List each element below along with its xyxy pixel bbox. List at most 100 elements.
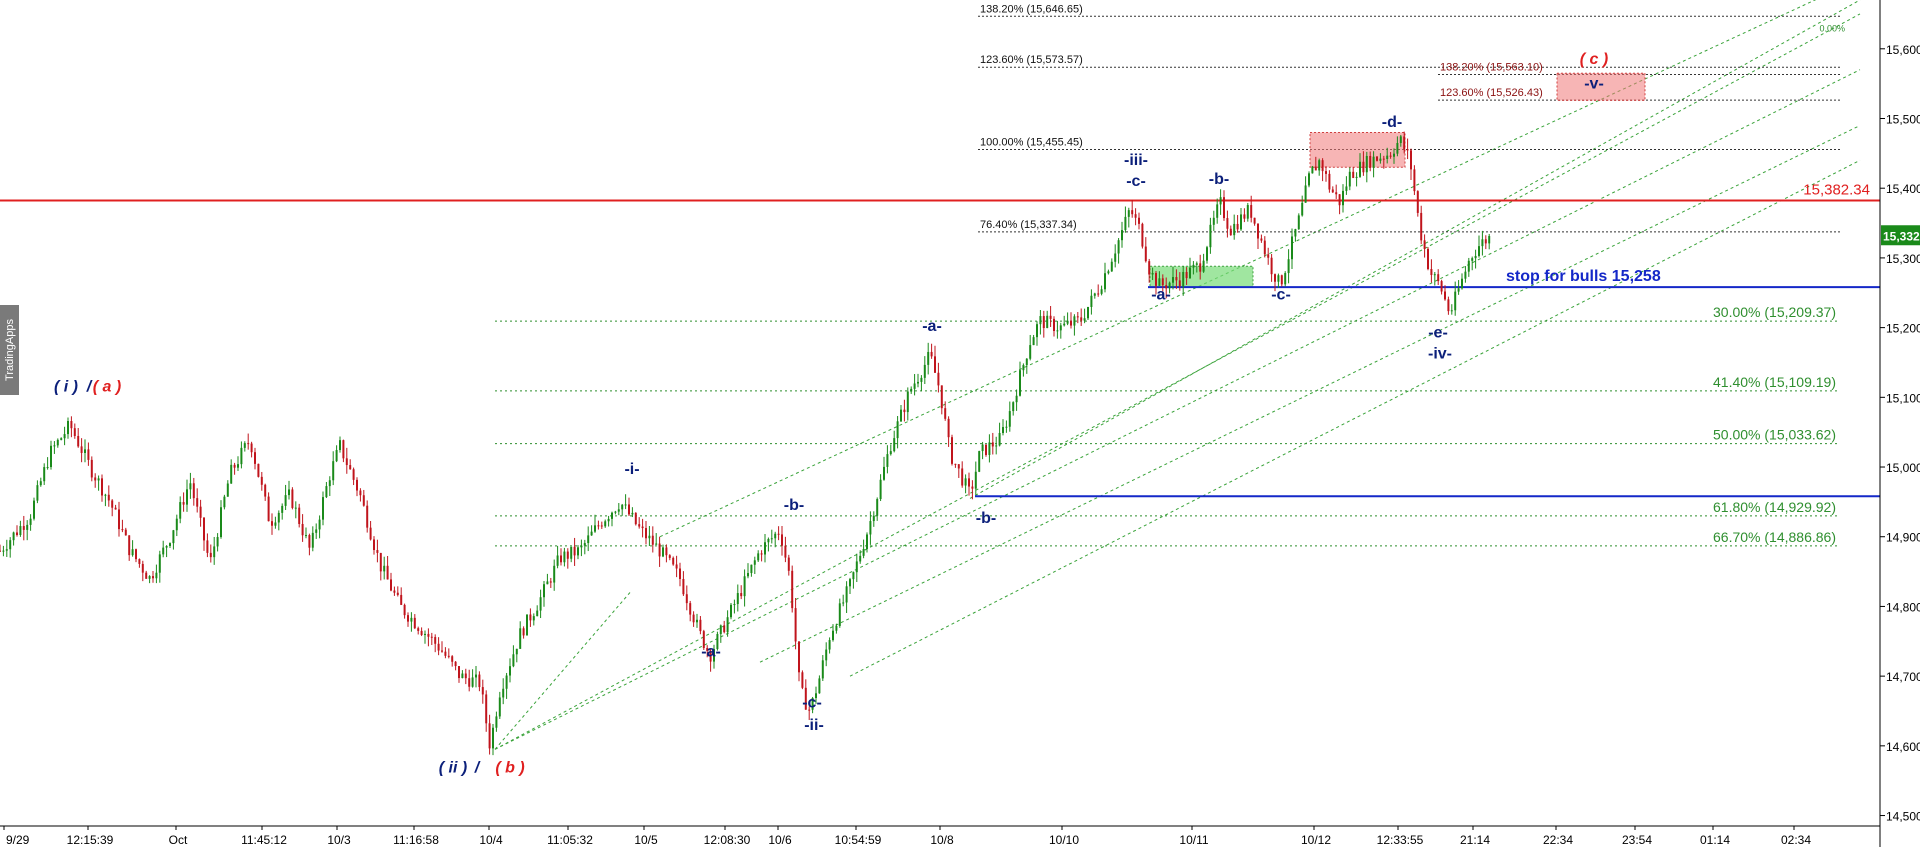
wave-label: ( b ) [495, 759, 524, 776]
candle-body [165, 545, 168, 548]
candle-body [311, 532, 314, 548]
candle-body [1219, 197, 1222, 205]
candle-body [444, 651, 447, 656]
candle-body [838, 603, 841, 626]
candle-body [101, 478, 103, 496]
candle-body [260, 476, 263, 485]
candle-body [658, 543, 661, 557]
x-tick-label: 10/5 [634, 833, 658, 847]
candle-body [1155, 272, 1157, 286]
x-tick-label: 22:34 [1543, 833, 1573, 847]
x-tick-label: 10:54:59 [835, 833, 882, 847]
candle-body [808, 709, 811, 711]
candle-body [869, 521, 872, 535]
candle-body [651, 535, 654, 545]
candle-body [22, 526, 25, 530]
candle-body [1212, 217, 1215, 225]
candle-body [1308, 173, 1310, 186]
candle-body [203, 517, 205, 541]
candle-body [376, 550, 379, 553]
candle-body [801, 672, 804, 688]
wave-label: -c- [1126, 173, 1146, 190]
horizontal-lines: 15,382.34 stop for bulls 15,258 [0, 182, 1880, 498]
candle-body [1376, 156, 1378, 161]
candle-body [162, 547, 165, 555]
wave-label: ( c ) [1580, 51, 1608, 68]
candle-body [169, 543, 171, 546]
candle-body [747, 573, 749, 577]
candle-body [590, 531, 593, 536]
candle-body [624, 504, 627, 506]
candle-body [1263, 240, 1266, 255]
candle-body [1243, 214, 1246, 219]
channel-line [759, 125, 1861, 663]
channel-line [494, 592, 631, 750]
fib-projection-label: 123.60% (15,526.43) [1440, 87, 1543, 99]
candle-body [135, 549, 137, 560]
candle-body [655, 543, 658, 545]
candle-body [930, 351, 933, 357]
candle-body [1260, 238, 1263, 241]
candle-body [985, 444, 987, 455]
candle-body [1008, 411, 1011, 427]
candle-body [1440, 281, 1443, 292]
candle-body [152, 576, 154, 579]
candle-body [1386, 155, 1389, 160]
candle-body [774, 533, 777, 539]
candle-body [1073, 316, 1076, 326]
candle-body [1447, 299, 1450, 312]
candle-body [923, 364, 926, 378]
wave-label: -b- [784, 497, 804, 514]
candle-body [322, 497, 324, 520]
x-tick-label: 10/3 [327, 833, 351, 847]
candle-body [961, 468, 964, 486]
candle-body [1348, 171, 1351, 187]
candle-body [553, 565, 556, 583]
candle-body [634, 512, 637, 525]
candle-body [1151, 272, 1154, 275]
candle-body [1002, 427, 1004, 433]
candle-body [1127, 210, 1130, 217]
x-tick-label: 11:16:58 [393, 833, 439, 847]
candle-body [1331, 189, 1334, 193]
candle-body [80, 446, 83, 453]
candle-body [148, 576, 151, 579]
candle-body [1056, 330, 1059, 332]
candle-body [1019, 370, 1021, 396]
candle-body [560, 555, 562, 563]
candle-body [1369, 155, 1372, 168]
candle-body [434, 637, 437, 644]
candle-body [1325, 171, 1327, 174]
candle-body [1138, 217, 1140, 224]
candle-body [784, 545, 787, 558]
candle-body [866, 534, 868, 549]
candle-body [917, 381, 919, 384]
candle-body [682, 578, 685, 595]
zone-green [1149, 265, 1254, 288]
candle-body [19, 526, 22, 535]
candle-body [441, 650, 443, 652]
x-tick-label: 10/12 [1301, 833, 1331, 847]
candle-body [713, 649, 715, 662]
candle-body [893, 438, 896, 452]
candle-body [155, 572, 158, 579]
candle-body [220, 507, 222, 538]
candle-body [1029, 345, 1032, 359]
candle-body [128, 535, 131, 556]
candle-body [359, 490, 362, 496]
candle-body [458, 666, 460, 679]
candle-body [1246, 205, 1249, 219]
candle-body [549, 581, 552, 583]
candle-body [318, 519, 321, 530]
candle-body [1070, 320, 1072, 326]
candle-body [298, 507, 301, 524]
candle-body [532, 616, 535, 621]
wave-label: -iii- [1124, 152, 1148, 169]
candle-body [777, 533, 780, 535]
candle-body [855, 561, 858, 573]
candle-body [1144, 246, 1147, 262]
candle-body [706, 648, 709, 651]
candle-body [764, 542, 766, 555]
candle-body [305, 535, 307, 537]
candle-body [274, 522, 277, 526]
